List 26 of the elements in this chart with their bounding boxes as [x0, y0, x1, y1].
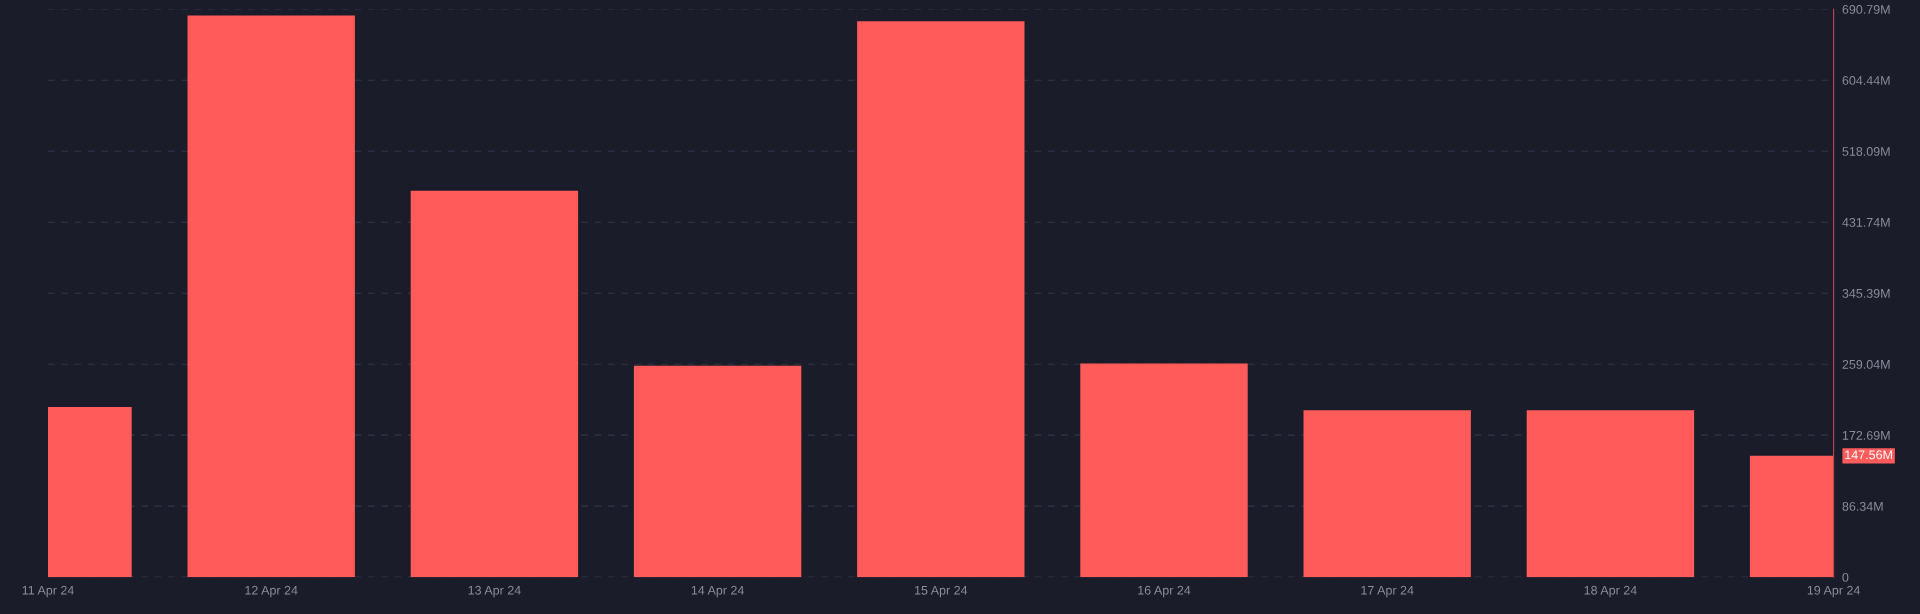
x-tick-label: 14 Apr 24: [691, 585, 744, 598]
bar: [410, 190, 579, 578]
x-tick-label: 15 Apr 24: [915, 585, 968, 598]
bar: [187, 15, 355, 578]
y-tick-label: 0: [1842, 572, 1849, 582]
y-tick-label: 604.44M: [1842, 76, 1890, 85]
bar: [857, 21, 1025, 578]
y-tick-label: 690.79M: [1842, 5, 1890, 14]
bar: [1080, 363, 1248, 578]
y-tick-label: 259.04M: [1842, 359, 1890, 369]
bar: [633, 365, 802, 578]
x-tick-label: 18 Apr 24: [1584, 585, 1637, 598]
y-tick-label: 431.74M: [1842, 218, 1890, 227]
bar: [1526, 410, 1695, 578]
x-tick-label: 11 Apr 24: [22, 585, 74, 598]
bar: [1303, 410, 1471, 578]
x-tick-label: 13 Apr 24: [468, 585, 521, 598]
annotation: 147.56M: [1845, 450, 1892, 460]
y-tick-label: 345.39M: [1842, 288, 1890, 298]
y-tick-label: 518.09M: [1842, 147, 1890, 156]
x-tick-label: 16 Apr 24: [1138, 585, 1191, 598]
x-tick-label: 17 Apr 24: [1361, 585, 1414, 598]
y-tick-label: 86.34M: [1842, 501, 1883, 511]
x-tick-label: 12 Apr 24: [245, 585, 298, 598]
y-tick-label: 172.69M: [1842, 430, 1890, 440]
x-tick-label: 19 Apr 24: [1807, 585, 1860, 598]
